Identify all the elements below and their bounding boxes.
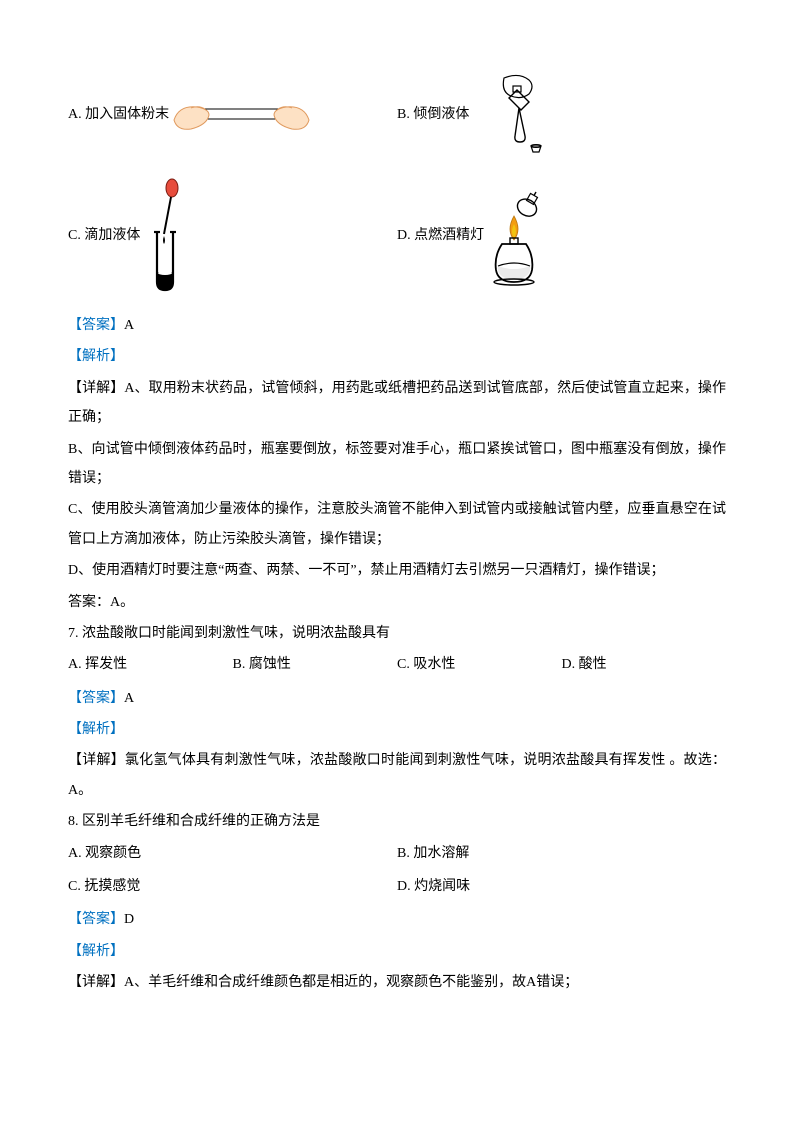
q7-opt-d: D. 酸性 xyxy=(562,650,727,679)
option-c-label: C. 滴加液体 xyxy=(68,221,140,250)
option-b-image xyxy=(469,70,559,160)
q6-answer-line: 【答案】A xyxy=(68,311,726,340)
q8-opt-a: A. 观察颜色 xyxy=(68,839,397,868)
answer-value: A xyxy=(124,691,134,706)
q6-detail-1: 【详解】A、取用粉末状药品，试管倾斜，用药匙或纸槽把药品送到试管底部，然后使试管… xyxy=(68,374,726,433)
answer-value: A xyxy=(124,318,134,333)
option-c-cell: C. 滴加液体 xyxy=(68,178,397,293)
q7-detail: 【详解】氯化氢气体具有刺激性气味，浓盐酸敞口时能闻到刺激性气味，说明浓盐酸具有挥… xyxy=(68,746,726,805)
q6-detail-4: D、使用酒精灯时要注意“两查、两禁、一不可”，禁止用酒精灯去引燃另一只酒精灯，操… xyxy=(68,556,726,585)
q8-answer-line: 【答案】D xyxy=(68,905,726,934)
q8-detail: 【详解】A、羊毛纤维和合成纤维颜色都是相近的，观察颜色不能鉴别，故A错误； xyxy=(68,968,726,997)
q7-answer-line: 【答案】A xyxy=(68,684,726,713)
q7-opt-a: A. 挥发性 xyxy=(68,650,233,679)
answer-label: 【答案】 xyxy=(68,318,124,333)
q8-analysis-label: 【解析】 xyxy=(68,937,726,966)
q7-stem: 7. 浓盐酸敞口时能闻到刺激性气味，说明浓盐酸具有 xyxy=(68,619,726,648)
option-c-image xyxy=(140,178,200,293)
q8-opt-c: C. 抚摸感觉 xyxy=(68,872,397,901)
q7-opt-b: B. 腐蚀性 xyxy=(233,650,398,679)
q8-options-row2: C. 抚摸感觉 D. 灼烧闻味 xyxy=(68,872,726,901)
detail-text-1: A、取用粉末状药品，试管倾斜，用药匙或纸槽把药品送到试管底部，然后使试管直立起来… xyxy=(68,381,726,425)
option-d-image xyxy=(484,186,569,286)
image-options-row-ab: A. 加入固体粉末 B. 倾倒液体 xyxy=(68,70,726,160)
q7-opt-c: C. 吸水性 xyxy=(397,650,562,679)
answer-value: D xyxy=(124,912,134,927)
q7-analysis-label: 【解析】 xyxy=(68,715,726,744)
option-d-cell: D. 点燃酒精灯 xyxy=(397,186,726,286)
q8-opt-b: B. 加水溶解 xyxy=(397,839,726,868)
q6-analysis-label: 【解析】 xyxy=(68,342,726,371)
option-b-cell: B. 倾倒液体 xyxy=(397,70,726,160)
image-options-row-cd: C. 滴加液体 D. 点燃酒精灯 xyxy=(68,178,726,293)
option-a-cell: A. 加入固体粉末 xyxy=(68,85,397,145)
q6-detail-5: 答案：A。 xyxy=(68,588,726,617)
q8-stem: 8. 区别羊毛纤维和合成纤维的正确方法是 xyxy=(68,807,726,836)
q7-options: A. 挥发性 B. 腐蚀性 C. 吸水性 D. 酸性 xyxy=(68,650,726,679)
detail-prefix: 【详解】 xyxy=(68,381,124,396)
option-b-label: B. 倾倒液体 xyxy=(397,100,469,129)
option-a-image xyxy=(169,85,314,145)
q6-detail-3: C、使用胶头滴管滴加少量液体的操作，注意胶头滴管不能伸入到试管内或接触试管内壁，… xyxy=(68,495,726,554)
option-a-label: A. 加入固体粉末 xyxy=(68,100,169,129)
q6-detail-2: B、向试管中倾倒液体药品时，瓶塞要倒放，标签要对准手心，瓶口紧挨试管口，图中瓶塞… xyxy=(68,435,726,494)
answer-label: 【答案】 xyxy=(68,912,124,927)
option-d-label: D. 点燃酒精灯 xyxy=(397,221,484,250)
q8-opt-d: D. 灼烧闻味 xyxy=(397,872,726,901)
q8-options-row1: A. 观察颜色 B. 加水溶解 xyxy=(68,839,726,868)
answer-label: 【答案】 xyxy=(68,691,124,706)
